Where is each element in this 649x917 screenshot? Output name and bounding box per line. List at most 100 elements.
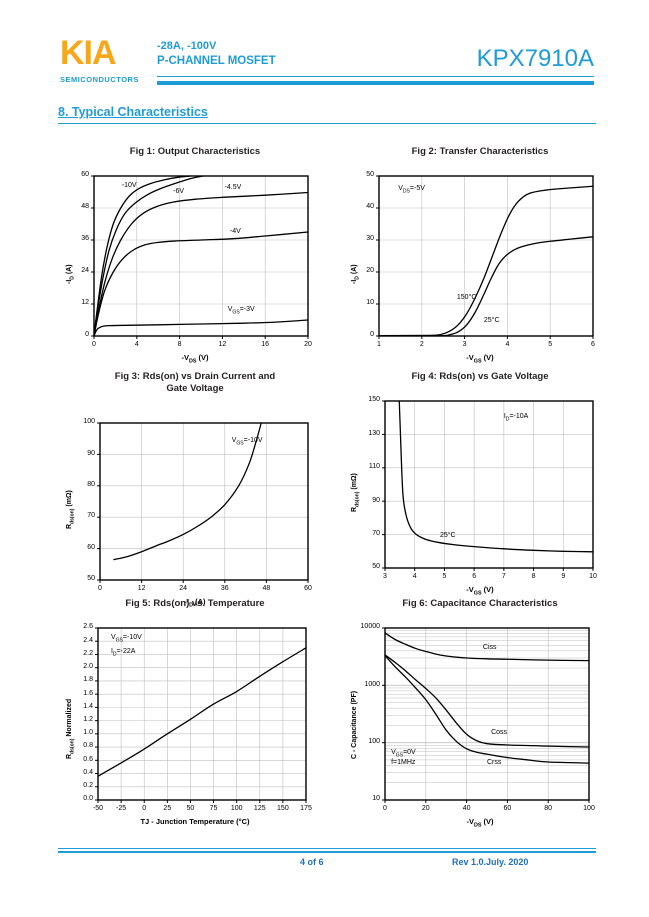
chart-annotation: Ciss <box>482 644 497 652</box>
footer-page-number: 4 of 6 <box>300 857 324 867</box>
ytick-label: 10 <box>372 795 380 803</box>
chart-annotation: Coss <box>491 729 508 737</box>
figure-fig2: Fig 2: Transfer Characteristics 1 2 3 4 5 6 0 10… <box>345 146 615 373</box>
xtick-label: 20 <box>421 804 430 812</box>
xtick-label: 60 <box>304 584 312 592</box>
xtick-label: 0 <box>383 804 387 812</box>
xtick-label: 8 <box>177 340 182 348</box>
kia-logo-subtitle: SEMICONDUCTORS <box>60 75 139 84</box>
x-axis-label: -VDS (V) <box>466 816 494 829</box>
xtick-label: 150 <box>277 804 289 812</box>
chart-annotation: 25°C <box>439 531 456 539</box>
series-Coss <box>384 654 590 748</box>
plot-area-fig1: 0 4 8 12 16 20 0 12 24 36 48 60 -VDS (V) -ID (A) -10V -… <box>60 158 330 373</box>
xtick-label: -25 <box>116 804 127 812</box>
footer-rule-thin <box>58 848 596 849</box>
y-axis-label: C - Capacitance (PF) <box>351 690 358 759</box>
xtick-label: 80 <box>544 804 553 812</box>
chart-annotation: ID=-10A <box>503 412 529 422</box>
xtick-label: 48 <box>262 584 271 592</box>
plot-area-fig4: 3 4 5 6 7 8 9 10 50 70 90 110 130 150 -VGS (V) Rds(on) … <box>345 383 615 605</box>
xtick-label: 3 <box>462 340 467 348</box>
chart-annotation: f=1MHz <box>391 759 416 767</box>
x-axis-label: -VGS (V) <box>466 352 494 365</box>
ytick-label: 24 <box>81 267 89 275</box>
ytick-label: 40 <box>366 203 374 211</box>
series-6V <box>93 175 204 337</box>
x-axis-label: -VGS (V) <box>466 584 494 597</box>
figure-title-fig5: Fig 5: Rds(on) vs. Temperature <box>125 598 265 609</box>
plot-area-fig2: 1 2 3 4 5 6 0 10 20 30 40 50 -VGS (V) -ID (A) VDS=-5V 1… <box>345 158 615 373</box>
figure-fig4: Fig 4: Rds(on) vs Gate Voltage 3 4 5 6 7 8 9 10 5… <box>345 371 615 605</box>
y-axis-label: Rds(on) (mΩ) <box>66 490 76 530</box>
ytick-label: 150 <box>368 396 380 404</box>
xtick-label: 6 <box>591 340 595 348</box>
header-rule-thin <box>157 76 594 77</box>
y-axis-label: -ID (A) <box>351 264 361 284</box>
ytick-label: 1.4 <box>83 702 93 710</box>
chart-annotation: VDS=-5V <box>398 185 425 195</box>
x-axis-label: TJ - Junction Temperature (°C) <box>140 816 250 826</box>
header-rule-thick <box>157 81 594 85</box>
figure-fig5: Fig 5: Rds(on) vs. Temperature -50 -25 0 25 5… <box>60 598 330 842</box>
ytick-label: 60 <box>87 543 95 551</box>
xtick-label: 9 <box>561 572 566 580</box>
ytick-label: 70 <box>87 512 95 520</box>
x-axis-label: -ID (A) <box>184 596 206 609</box>
section-rule <box>58 123 596 124</box>
xtick-label: 60 <box>503 804 512 812</box>
ytick-label: 90 <box>372 496 380 504</box>
figure-fig6: Fig 6: Capacitance Characteristics 0 20 40 6… <box>345 598 615 842</box>
y-axis-label: Rds(on) Normalized <box>66 698 76 759</box>
xtick-label: 2 <box>419 340 424 348</box>
xtick-label: 5 <box>442 572 447 580</box>
xtick-label: 125 <box>253 804 266 812</box>
ytick-label: 10000 <box>360 623 380 631</box>
ytick-label: 1.2 <box>83 715 93 723</box>
series-150C <box>378 185 594 337</box>
plot-area-fig5: -50 -25 0 25 50 75 100 125 150 175 0.0 0.2 0.4 0.6 0.8… <box>60 610 330 842</box>
ytick-label: 20 <box>366 267 374 275</box>
xtick-label: 12 <box>218 340 227 348</box>
ytick-label: 70 <box>372 529 380 537</box>
figure-title-fig6: Fig 6: Capacitance Characteristics <box>402 598 558 609</box>
figure-fig3: Fig 3: Rds(on) vs Drain Current and Gate… <box>60 371 330 617</box>
xtick-label: 40 <box>462 804 471 812</box>
chart-svg-fig6 <box>382 627 590 803</box>
ytick-label: 1.6 <box>83 689 93 697</box>
plot-area-fig3: 0 12 24 36 48 60 50 60 70 80 90 100 -ID (A) Rds(on) (… <box>60 395 330 617</box>
xtick-label: 5 <box>548 340 553 348</box>
x-axis-label: -VDS (V) <box>181 352 209 365</box>
xtick-label: 36 <box>220 584 229 592</box>
chart-annotation: -10V <box>121 181 137 189</box>
series-25C <box>378 236 594 337</box>
xtick-label: 24 <box>179 584 188 592</box>
ytick-label: 1000 <box>364 680 380 688</box>
figure-fig1: Fig 1: Output Characteristics 0 4 8 12 16 20 0 1… <box>60 146 330 373</box>
chart-annotation: -6V <box>173 188 185 196</box>
figure-title-fig1: Fig 1: Output Characteristics <box>129 146 261 157</box>
xtick-label: 3 <box>383 572 387 580</box>
footer-rule-thick <box>58 851 596 853</box>
xtick-label: 16 <box>261 340 270 348</box>
chart-annotation: -4.5V <box>224 184 242 192</box>
xtick-label: 50 <box>186 804 195 812</box>
ytick-label: 90 <box>87 449 95 457</box>
xtick-label: 100 <box>583 804 595 812</box>
ytick-label: 80 <box>87 481 95 489</box>
y-axis-label: -ID (A) <box>66 264 76 284</box>
figure-title-fig2: Fig 2: Transfer Characteristics <box>411 146 549 157</box>
ytick-label: 0.4 <box>83 768 93 776</box>
xtick-label: 0 <box>92 340 96 348</box>
ytick-label: 100 <box>368 738 380 746</box>
series-Crss <box>384 654 590 764</box>
kia-logo: KIA <box>60 34 117 72</box>
ytick-label: 0.8 <box>83 742 93 750</box>
chart-svg-fig5 <box>95 627 307 803</box>
figure-title-fig3: Fig 3: Rds(on) vs Drain Current and Gate… <box>114 371 276 394</box>
plot-area-fig6: 0 20 40 60 80 100 10 100 1000 10000 -VDS (V) C - Ca… <box>345 610 615 842</box>
ytick-label: 0.2 <box>83 782 93 790</box>
xtick-label: 100 <box>230 804 243 812</box>
ytick-label: 36 <box>81 235 89 243</box>
